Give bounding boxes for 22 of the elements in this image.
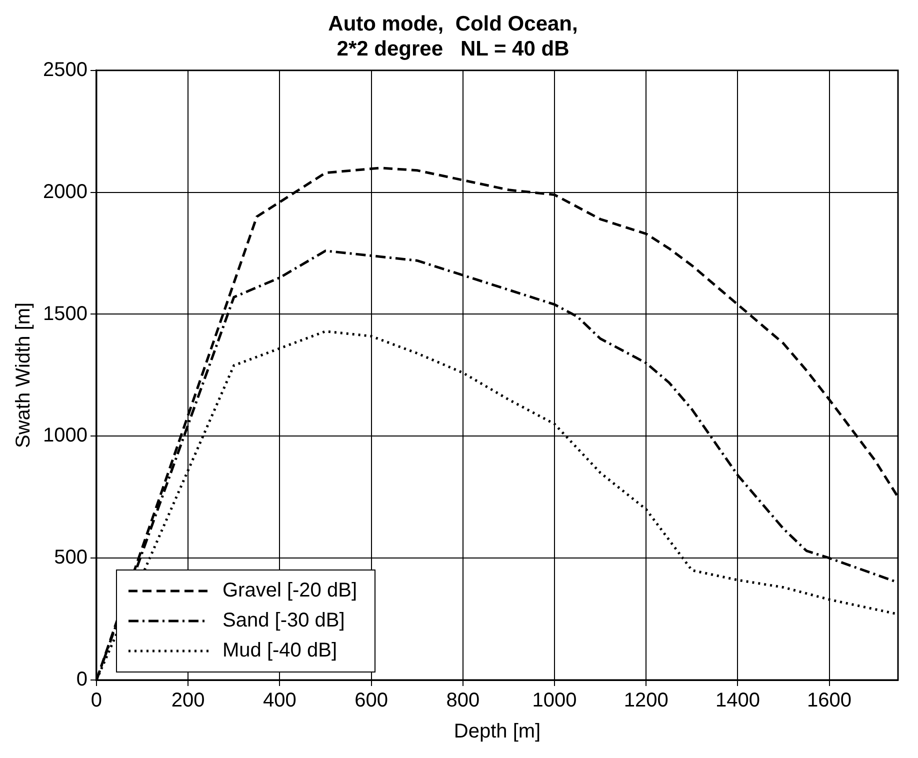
y-tick-label: 500: [54, 546, 88, 569]
y-tick-label: 2500: [42, 58, 88, 81]
y-tick-label: 1500: [42, 302, 88, 325]
legend-label: Mud [-40 dB]: [222, 640, 338, 662]
x-tick-label: 1600: [807, 690, 852, 712]
x-tick-label: 1200: [624, 690, 668, 712]
y-tick-label: 1000: [42, 424, 88, 447]
legend-label: Sand [-30 dB]: [222, 610, 345, 632]
x-axis-title: Depth [m]: [454, 720, 541, 743]
x-tick-label: 400: [263, 690, 296, 712]
x-tick-label: 200: [171, 690, 205, 712]
x-tick-label: 1000: [532, 690, 577, 712]
x-tick-label: 800: [446, 690, 480, 712]
y-tick-label: 0: [76, 668, 88, 691]
x-tick-label: 0: [90, 690, 102, 712]
y-tick-label: 2000: [42, 180, 88, 203]
legend-label: Gravel [-20 dB]: [222, 580, 358, 602]
y-axis-title: Swath Width [m]: [12, 302, 35, 448]
x-tick-label: 600: [354, 690, 388, 712]
text: 2*2 degree NL = 40 dB: [336, 38, 570, 61]
x-tick-label: 1400: [715, 690, 760, 712]
text: Auto mode, Cold Ocean,: [328, 12, 578, 36]
